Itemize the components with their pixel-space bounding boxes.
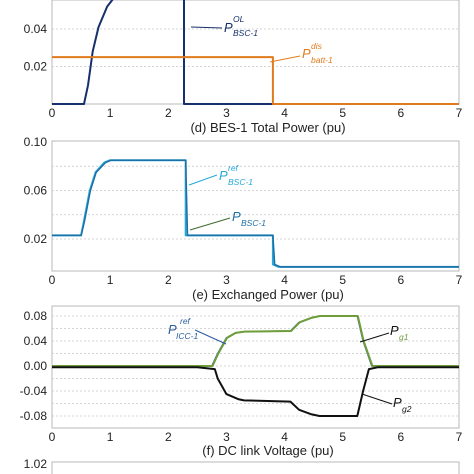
x-tick-label: 5 [339, 430, 346, 444]
x-tick-label: 7 [456, 430, 463, 444]
x-tick-label: 4 [281, 106, 288, 120]
x-tick-label: 6 [398, 430, 405, 444]
series-d [52, 159, 459, 268]
plot-area-d [51, 140, 460, 272]
series-line-p-batt-1-dis [52, 56, 459, 105]
annotation-arrow-p-g2 [361, 393, 393, 405]
y-tick-label: 0.02 [24, 60, 48, 74]
panel-title-e: (e) Exchanged Power (pu) [192, 287, 344, 302]
annotation-arrow-p-batt-dis [269, 55, 301, 63]
x-tick-label: 1 [107, 430, 114, 444]
annotation-p-batt-dis-sub: batt-1 [311, 55, 333, 65]
x-tick-label: 2 [165, 430, 172, 444]
x-tick-label: 0 [49, 273, 56, 287]
x-tick-label: 5 [339, 106, 346, 120]
series-line-p-bsc-1 [52, 159, 459, 268]
y-tick-label-f: 1.02 [24, 457, 48, 471]
annotation-arrow-p-bsc-ref [188, 174, 218, 186]
tick-labels-top: 0.04 0.02 0 1 2 3 4 5 6 7 [24, 22, 463, 120]
annotation-p-batt-dis: P [302, 46, 311, 61]
x-tick-label: 4 [281, 273, 288, 287]
annotation-p-bsc-ol-sup: OL [233, 14, 245, 24]
x-tick-label: 6 [398, 273, 405, 287]
tick-labels-d: 0.10 0.06 0.02 0 1 2 3 4 5 6 7 [24, 135, 463, 287]
series-top [52, 0, 459, 105]
x-tick-label: 3 [223, 106, 230, 120]
panel-title-f: (f) DC link Voltage (pu) [202, 443, 334, 458]
y-tick-label: -0.08 [20, 409, 48, 423]
x-tick-label: 7 [456, 273, 463, 287]
series-line-p-g2 [52, 366, 459, 417]
y-tick-label: 0.10 [24, 135, 48, 149]
annotation-p-bsc: P [232, 209, 241, 224]
annotation-p-g1-sub: g1 [399, 332, 409, 342]
x-tick-label: 3 [223, 430, 230, 444]
annotation-p-icc-ref-sup: ref [180, 316, 192, 326]
panel-f: 1.02 [24, 457, 460, 474]
y-tick-label: 0.02 [24, 232, 48, 246]
annotation-arrow-p-g1 [359, 332, 390, 343]
x-tick-label: 4 [281, 430, 288, 444]
x-tick-label: 0 [49, 106, 56, 120]
annotation-p-g2: P [393, 395, 402, 410]
x-tick-label: 0 [49, 430, 56, 444]
annotation-p-bsc-ref-sub: BSC-1 [228, 177, 253, 187]
y-tick-label: 0.08 [24, 309, 48, 323]
annotation-p-bsc-sub: BSC-1 [241, 218, 266, 228]
y-tick-label: 0.00 [24, 359, 48, 373]
annotation-p-bsc-ref-sup: ref [228, 163, 240, 173]
annotation-p-batt-dis-sup: dis [311, 41, 323, 51]
plot-area-top [51, 0, 460, 105]
x-tick-label: 3 [223, 273, 230, 287]
series-line-p-bsc-1-ol [52, 0, 459, 105]
annotation-p-icc-ref: P [168, 322, 177, 337]
x-tick-label: 5 [339, 273, 346, 287]
x-tick-label: 2 [165, 106, 172, 120]
x-tick-label: 1 [107, 106, 114, 120]
annotation-p-bsc-ref: P [219, 168, 228, 183]
annotation-p-icc-ref-sub: ICC-1 [176, 331, 198, 341]
annotation-arrow-p-bsc [189, 217, 231, 231]
panel-d: 0.10 0.06 0.02 0 1 2 3 4 5 6 7 P ref BSC-1 P BSC-1 [24, 135, 463, 287]
plot-area-f [51, 461, 460, 474]
y-tick-label: 0.04 [24, 334, 48, 348]
tick-labels-e: 0.08 0.04 0.00 -0.04 -0.080 1 2 3 4 5 6 7 [20, 309, 463, 444]
annotation-p-g1: P [390, 323, 399, 338]
x-tick-label: 1 [107, 273, 114, 287]
x-tick-label: 2 [165, 273, 172, 287]
panel-top: 0.04 0.02 0 1 2 3 4 5 6 7 P OL BSC-1 P dis batt-1 [24, 0, 463, 120]
annotation-p-bsc-ol: P [224, 20, 233, 35]
annotation-p-bsc-ol-sub: BSC-1 [233, 28, 258, 38]
x-tick-label: 6 [398, 106, 405, 120]
y-tick-label: -0.04 [20, 384, 48, 398]
y-tick-label: 0.04 [24, 22, 48, 36]
series-line-p-g1 [52, 315, 459, 367]
y-tick-label: 0.06 [24, 184, 48, 198]
annotation-arrow-p-icc-ref [194, 329, 227, 345]
x-tick-label: 7 [456, 106, 463, 120]
series-e [52, 315, 459, 417]
annotation-p-g2-sub: g2 [402, 404, 412, 414]
annotation-arrow-p-bsc-ol [190, 26, 223, 29]
panel-e: 0.08 0.04 0.00 -0.04 -0.080 1 2 3 4 5 6 7 P ref ICC… [20, 305, 463, 444]
panel-title-d: (d) BES-1 Total Power (pu) [190, 120, 345, 135]
